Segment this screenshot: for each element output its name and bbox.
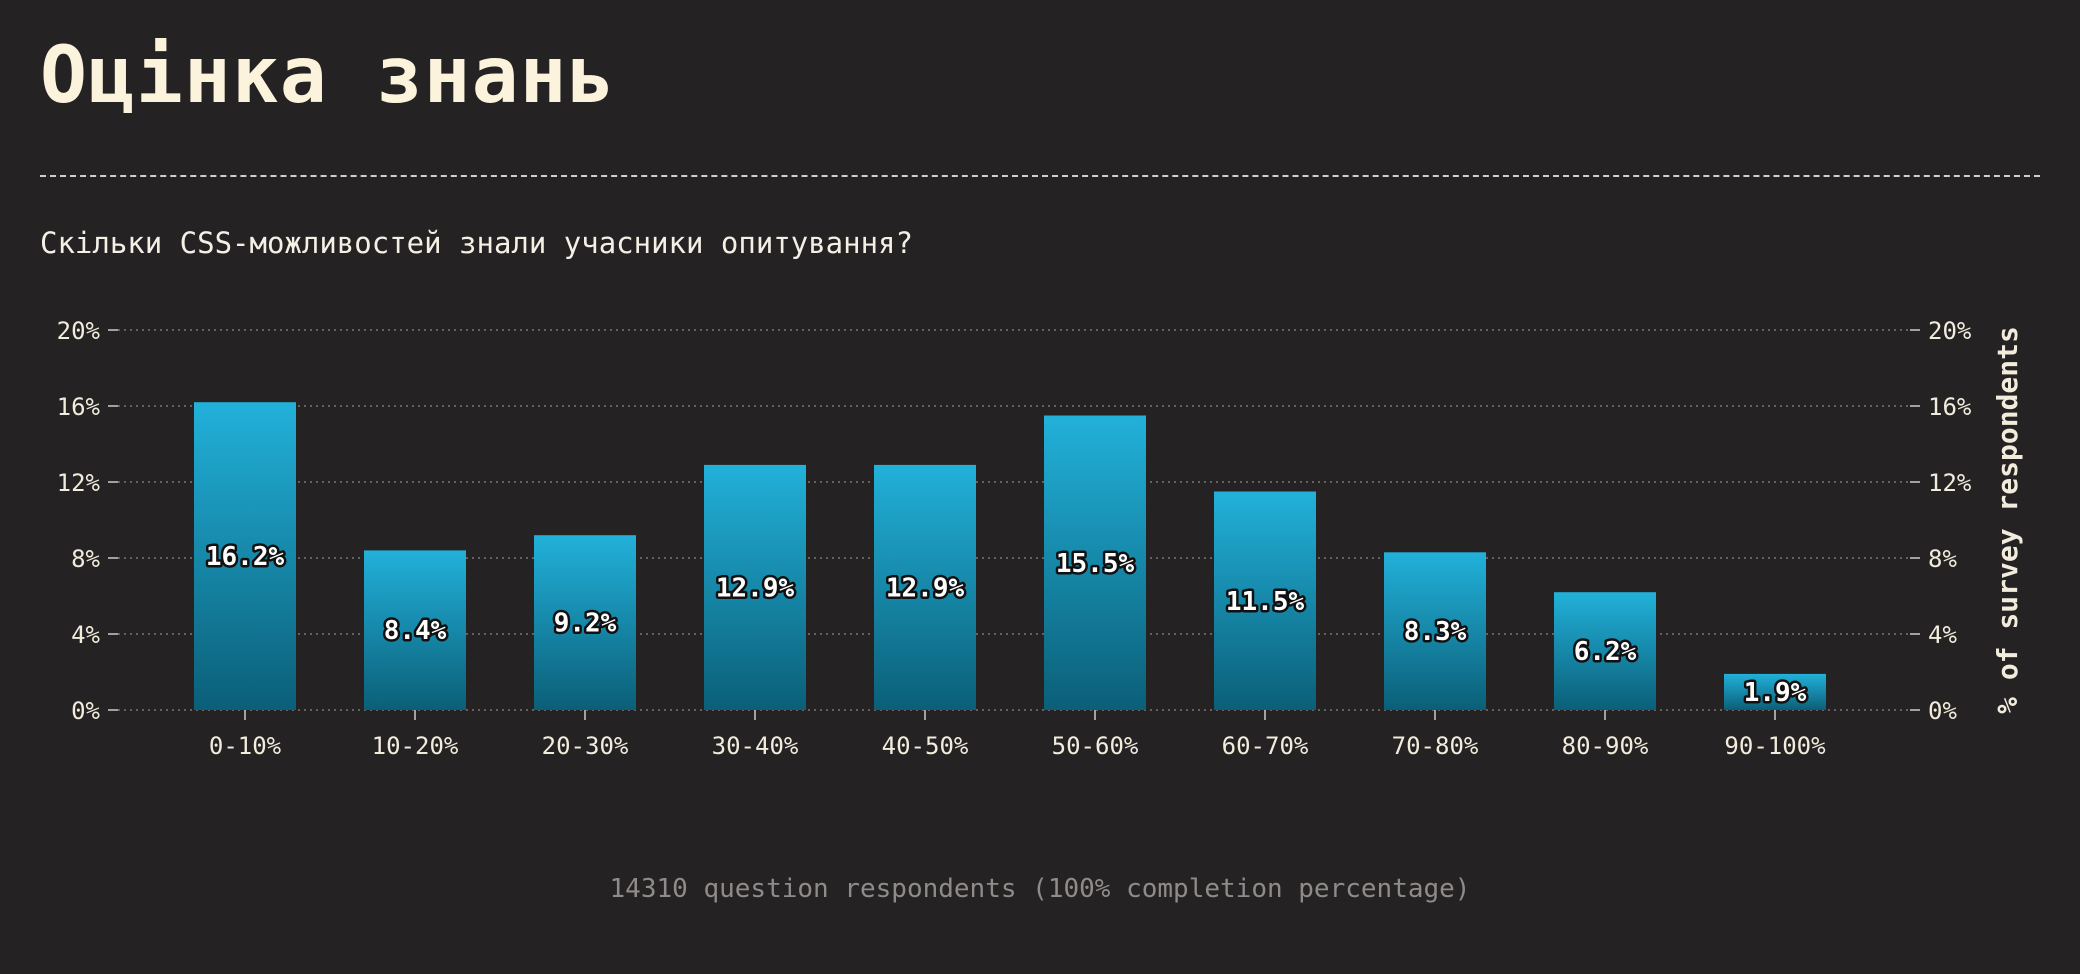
x-tick-label: 40-50% <box>882 732 969 760</box>
y-tick-label-right: 0% <box>1928 697 1957 725</box>
y-tick-label-right: 16% <box>1928 393 1972 421</box>
bar-data-label: 1.9% <box>1744 678 1807 708</box>
x-tick-label: 50-60% <box>1052 732 1139 760</box>
x-tick-label: 30-40% <box>712 732 799 760</box>
y-tick-label-left: 20% <box>57 317 101 345</box>
y-tick-label-right: 20% <box>1928 317 1972 345</box>
bar-data-label: 6.2% <box>1574 637 1637 667</box>
x-tick-label: 90-100% <box>1724 732 1826 760</box>
y-tick-label-left: 4% <box>71 621 100 649</box>
y-axis-label: % of survey respondents <box>1991 326 2024 714</box>
y-tick-label-left: 12% <box>57 469 101 497</box>
x-tick-label: 60-70% <box>1222 732 1309 760</box>
x-tick-label: 0-10% <box>209 732 282 760</box>
y-tick-label-left: 0% <box>71 697 100 725</box>
respondents-note: 14310 question respondents (100% complet… <box>0 874 2080 904</box>
x-tick-label: 10-20% <box>372 732 459 760</box>
y-tick-label-right: 4% <box>1928 621 1957 649</box>
x-tick-label: 20-30% <box>542 732 629 760</box>
bar-data-label: 11.5% <box>1226 587 1305 617</box>
bar-data-label: 12.9% <box>886 573 965 603</box>
bar-data-label: 12.9% <box>716 573 795 603</box>
bar-data-label: 15.5% <box>1056 549 1135 579</box>
y-tick-label-right: 12% <box>1928 469 1972 497</box>
bar-data-label: 8.4% <box>384 616 447 646</box>
y-tick-label-left: 8% <box>71 545 100 573</box>
y-tick-label-right: 8% <box>1928 545 1957 573</box>
x-tick-label: 70-80% <box>1392 732 1479 760</box>
bar-data-label: 9.2% <box>554 609 617 639</box>
y-tick-label-left: 16% <box>57 393 101 421</box>
x-tick-label: 80-90% <box>1562 732 1649 760</box>
bar-data-label: 16.2% <box>206 542 285 572</box>
bar-data-label: 8.3% <box>1404 617 1467 647</box>
